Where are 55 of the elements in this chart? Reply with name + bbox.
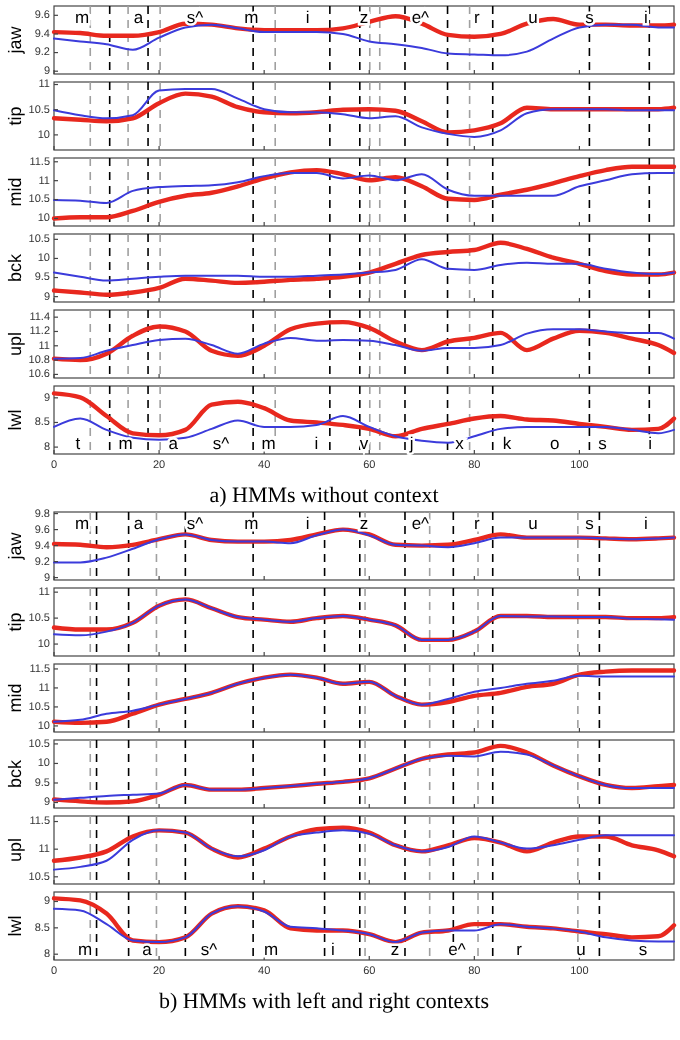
annotation: r bbox=[473, 512, 480, 533]
annotation: j bbox=[407, 432, 414, 453]
annotation: e^ bbox=[448, 938, 466, 959]
annotation: m bbox=[261, 432, 276, 453]
y-axis-title: lwl bbox=[4, 409, 25, 431]
annotation: v bbox=[359, 432, 370, 453]
y-axis-title: bck bbox=[4, 759, 25, 789]
annotation: m bbox=[263, 938, 279, 959]
annotation: o bbox=[550, 432, 561, 453]
annotation: s^ bbox=[200, 938, 218, 959]
annotation: i bbox=[643, 512, 648, 533]
annotation: a bbox=[142, 938, 153, 959]
y-axis-title: lwl bbox=[4, 915, 25, 937]
annotation: s^ bbox=[212, 432, 230, 453]
annotation: u bbox=[576, 938, 587, 959]
annotation: m bbox=[244, 512, 259, 533]
annotation: r bbox=[516, 938, 523, 959]
annotation: a bbox=[133, 6, 144, 27]
annotation: i bbox=[305, 512, 310, 533]
annotation: r bbox=[473, 6, 480, 27]
annotation: i bbox=[648, 432, 653, 453]
y-axis-title: tip bbox=[4, 612, 25, 632]
annotation: t bbox=[75, 432, 82, 453]
annotation: m bbox=[75, 6, 90, 27]
x-axis-title: a) HMMs without context bbox=[209, 484, 439, 508]
annotation: m bbox=[118, 432, 133, 453]
annotation: z bbox=[390, 938, 400, 959]
y-axis-title: jaw bbox=[4, 531, 25, 562]
annotation: e^ bbox=[411, 512, 430, 533]
annotation: m bbox=[77, 938, 93, 959]
y-axis-title: bck bbox=[4, 253, 25, 283]
annotation: s bbox=[598, 432, 607, 453]
annotation: s^ bbox=[186, 6, 204, 27]
annotation: m bbox=[244, 6, 259, 27]
y-axis-title: upl bbox=[4, 837, 25, 863]
annotation: i bbox=[331, 938, 336, 959]
y-axis-title: mid bbox=[4, 177, 25, 207]
y-axis-title: tip bbox=[4, 106, 25, 126]
annotation: s bbox=[638, 938, 648, 959]
x-axis-title: b) HMMs with left and right contexts bbox=[159, 990, 489, 1014]
annotation: k bbox=[502, 432, 513, 453]
y-axis-title: jaw bbox=[4, 25, 25, 56]
y-axis-title: upl bbox=[4, 331, 25, 357]
annotation: m bbox=[75, 512, 90, 533]
annotation: s^ bbox=[186, 512, 204, 533]
annotation: i bbox=[314, 432, 319, 453]
annotation: i bbox=[305, 6, 310, 27]
annotation: u bbox=[528, 512, 539, 533]
annotation: e^ bbox=[411, 6, 430, 27]
annotation: z bbox=[359, 512, 369, 533]
annotation: a bbox=[133, 512, 144, 533]
annotation: s bbox=[585, 6, 594, 27]
annotation: i bbox=[643, 6, 648, 27]
annotation: s bbox=[585, 512, 594, 533]
y-axis-title: mid bbox=[4, 683, 25, 713]
